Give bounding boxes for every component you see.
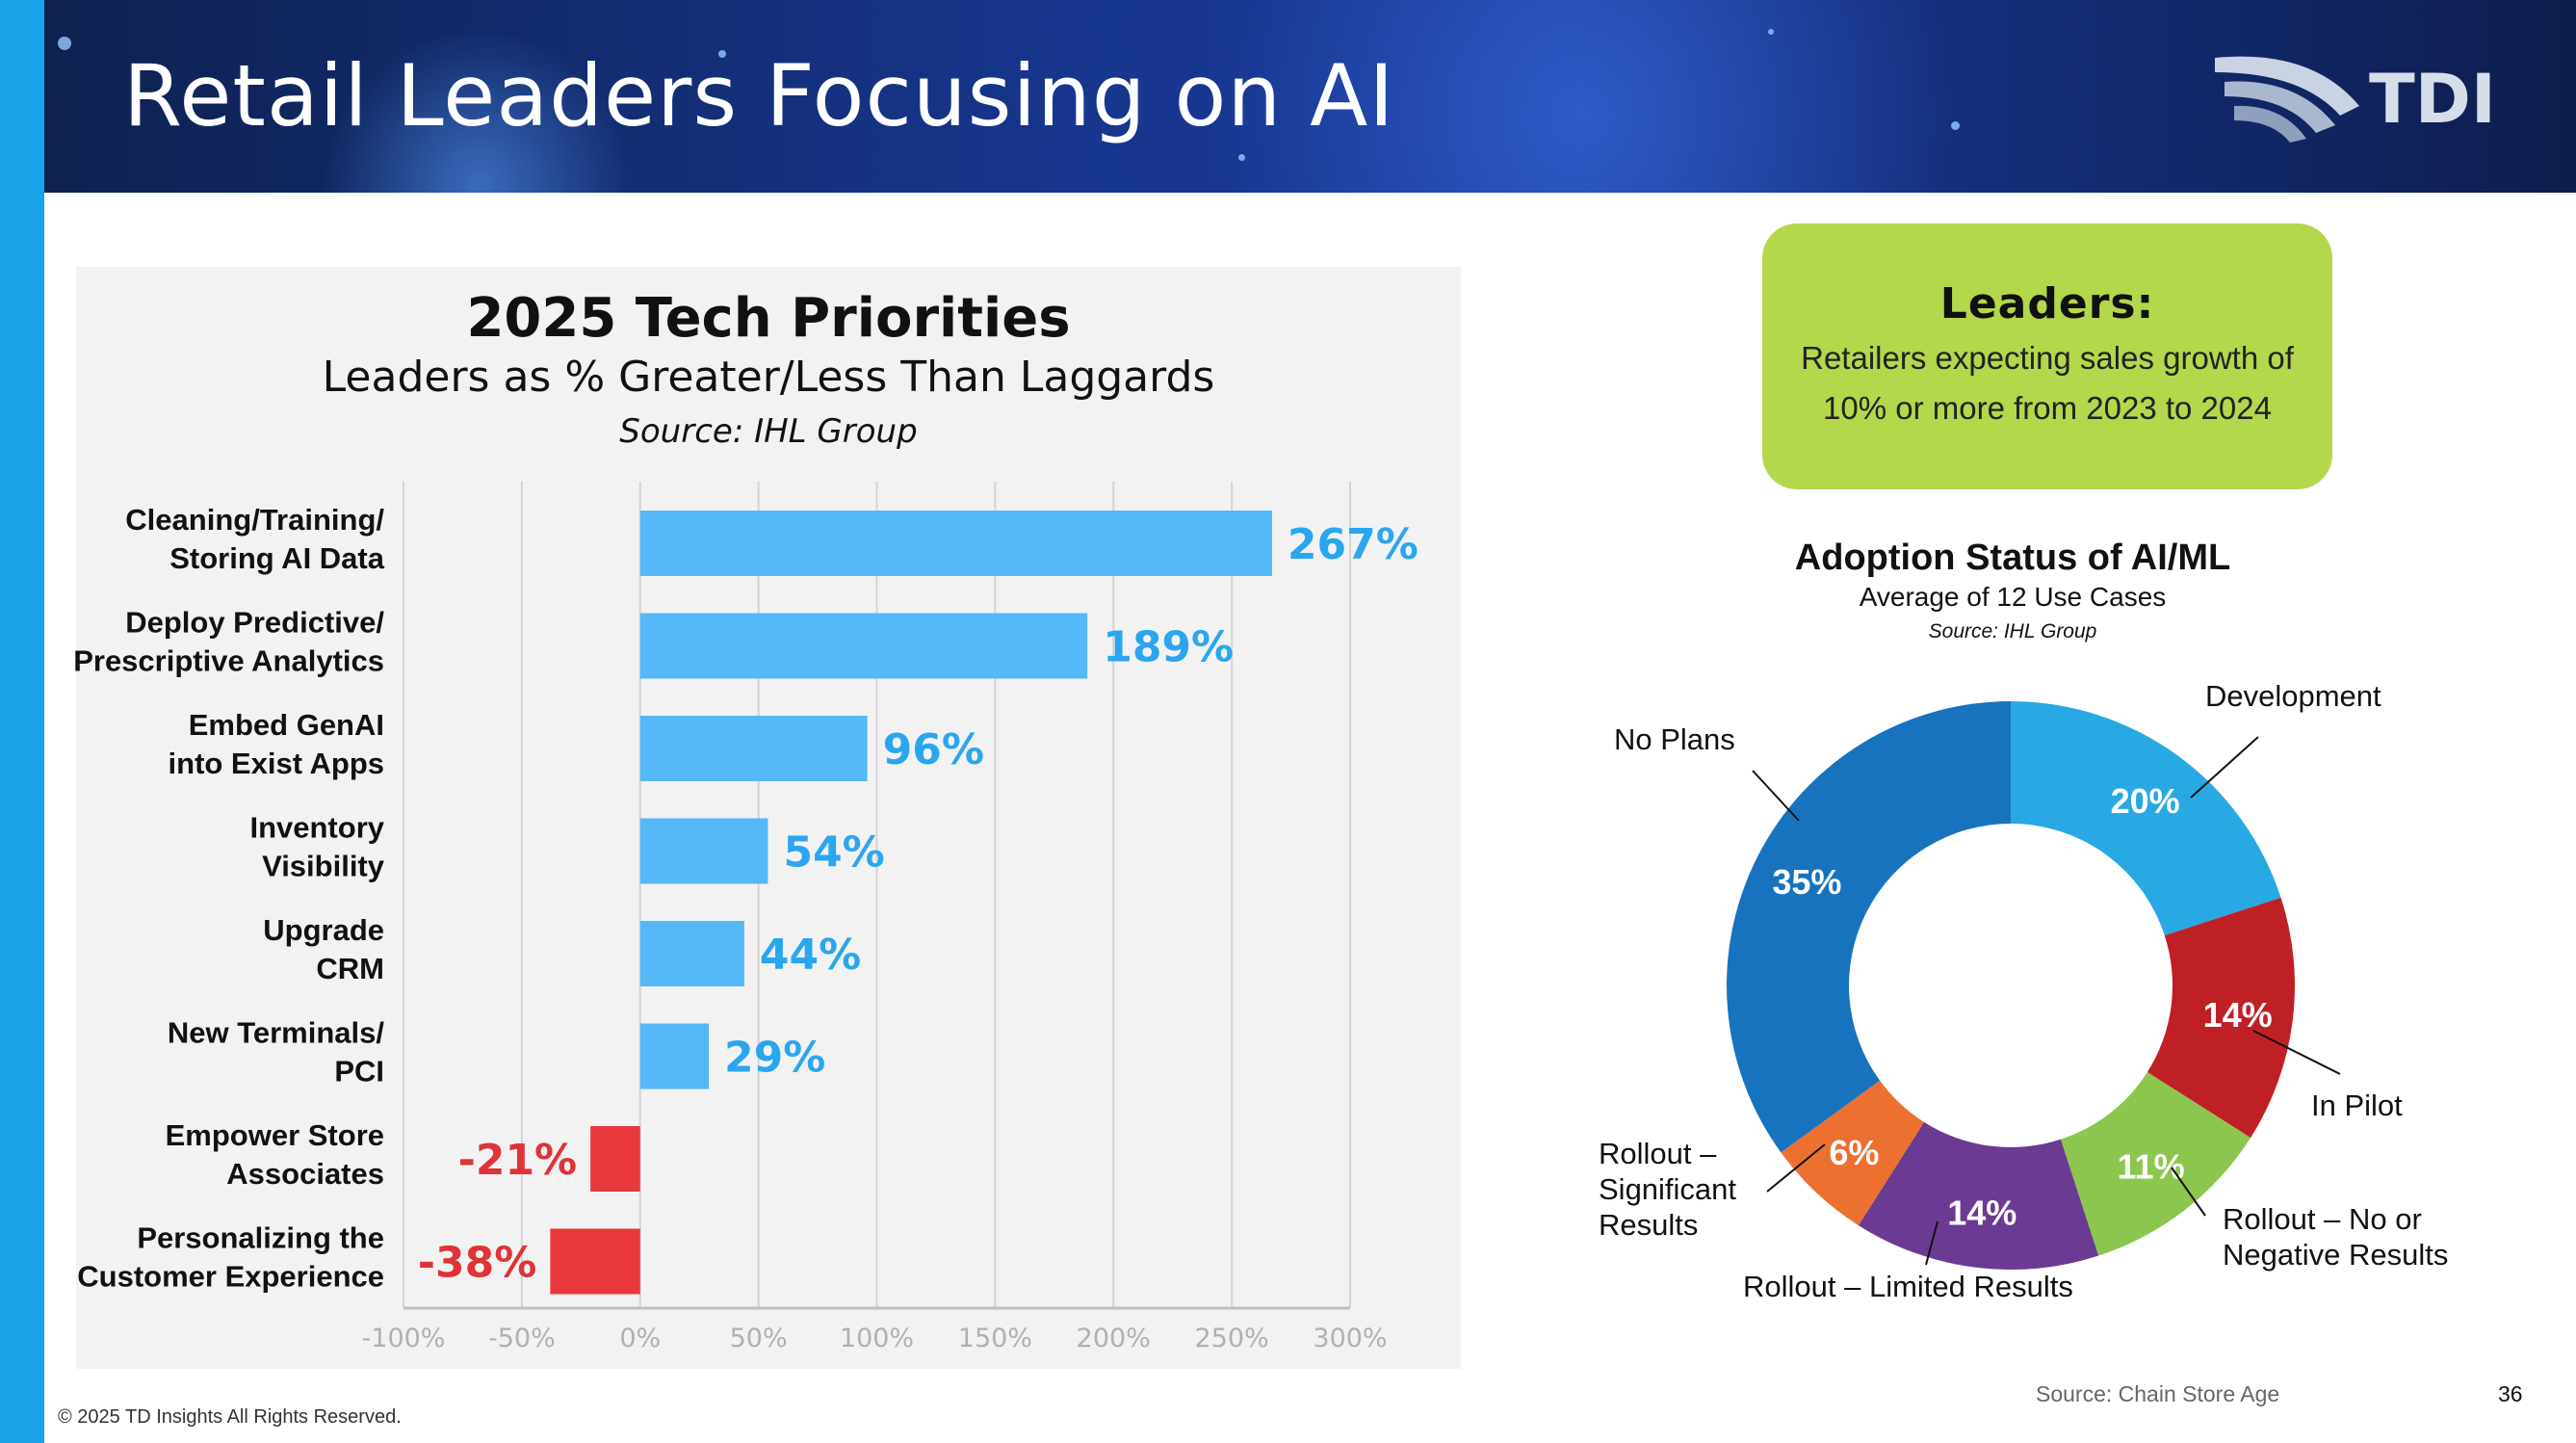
donut-chart-title: Adoption Status of AI/ML: [1794, 538, 2231, 578]
x-tick-label: 200%: [1077, 1324, 1151, 1353]
bar-value-label: 29%: [724, 1034, 825, 1083]
bar-value-label: 267%: [1288, 520, 1418, 569]
category-label: CRM: [316, 952, 384, 985]
leaders-definition-box: [1762, 223, 2332, 489]
callout-line: [1925, 1220, 1939, 1266]
donut-slice: [1858, 1121, 2099, 1270]
donut-slice: [2147, 897, 2295, 1139]
callout-line: [2171, 1167, 2206, 1217]
slice-value-label: 14%: [2203, 995, 2273, 1035]
bar: [639, 613, 1088, 679]
footer-copyright: © 2025 TD Insights All Rights Reserved.: [58, 1406, 402, 1428]
category-label: Customer Experience: [77, 1260, 384, 1294]
category-label: Associates: [226, 1157, 384, 1191]
bar: [639, 511, 1272, 576]
x-tick-label: 300%: [1313, 1324, 1387, 1353]
bar: [639, 818, 768, 884]
category-label: Prescriptive Analytics: [73, 644, 384, 678]
logo-text: TDI: [2369, 60, 2496, 139]
callout-line: [2252, 1030, 2341, 1075]
category-label: Storing AI Data: [169, 541, 385, 575]
category-label: Personalizing the: [137, 1221, 384, 1255]
x-tick-label: 0%: [619, 1324, 661, 1353]
slice-label: No Plans: [1614, 722, 1735, 756]
bar: [590, 1126, 640, 1192]
x-tick-label: -100%: [362, 1324, 446, 1353]
donut-slice: [1727, 701, 2011, 1153]
bar: [639, 921, 744, 986]
left-accent-bar: [0, 0, 44, 1443]
category-label: Inventory: [249, 811, 384, 845]
bar-value-label: 96%: [883, 725, 984, 774]
bar-chart-panel: [76, 267, 1461, 1369]
footer-source: Source: Chain Store Age: [2036, 1381, 2280, 1406]
bar-chart-source: Source: IHL Group: [619, 412, 918, 451]
donut-chart-subtitle: Average of 12 Use Cases: [1859, 582, 2167, 612]
bar-chart-title: 2025 Tech Priorities: [466, 287, 1071, 350]
category-label: PCI: [334, 1055, 384, 1089]
bar: [550, 1228, 640, 1295]
slice-value-label: 35%: [1772, 862, 1841, 902]
donut-chart-source: Source: IHL Group: [1928, 620, 2097, 643]
x-tick-label: 250%: [1195, 1324, 1269, 1353]
slice-value-label: 11%: [2118, 1147, 2185, 1187]
bar-value-label: 189%: [1103, 623, 1234, 672]
x-tick-label: 50%: [730, 1324, 788, 1353]
bar-value-label: -38%: [418, 1239, 537, 1288]
donut-slice: [1781, 1080, 1924, 1226]
bar-chart-subtitle: Leaders as % Greater/Less Than Laggards: [322, 353, 1215, 402]
callout-line: [2190, 736, 2259, 799]
category-label: Visibility: [262, 850, 385, 883]
category-label: Embed GenAI: [189, 708, 384, 742]
slice-label: Development: [2205, 679, 2381, 713]
bar-value-label: 44%: [760, 931, 861, 980]
x-tick-label: 150%: [958, 1324, 1032, 1353]
x-tick-label: 100%: [840, 1324, 914, 1353]
bar: [639, 1023, 710, 1089]
x-tick-label: -50%: [488, 1324, 556, 1353]
leaders-title: Leaders:: [1939, 279, 2155, 328]
category-label: Upgrade: [263, 913, 384, 947]
bar-chart: -100% -50% 0% 50% 100% 150% 200% 250% 300% 267% Cl…: [73, 482, 1418, 1353]
bar-value-label: -21%: [458, 1136, 578, 1185]
slice-value-label: 14%: [1947, 1194, 2017, 1233]
category-label: New Terminals/: [168, 1016, 385, 1050]
slide-header: [44, 0, 2576, 193]
slide-title: Retail Leaders Focusing on AI: [123, 46, 1395, 145]
category-label: Empower Store: [166, 1118, 384, 1152]
slice-label: Rollout – No or Negative Results: [2223, 1202, 2448, 1272]
slice-label: Rollout – Limited Results: [1743, 1270, 2073, 1303]
page-number: 36: [2498, 1381, 2523, 1406]
category-label: Cleaning/Training/: [125, 503, 384, 537]
donut-slice: [2060, 1072, 2251, 1256]
tdi-logo-icon: [2215, 56, 2359, 143]
slice-label: In Pilot: [2311, 1089, 2403, 1122]
slice-value-label: 20%: [2111, 781, 2180, 821]
bar: [639, 716, 868, 781]
category-label: Deploy Predictive/: [125, 606, 384, 640]
leaders-text: Retailers expecting sales growth of 10% …: [1801, 340, 2294, 426]
bar-value-label: 54%: [783, 828, 884, 878]
donut-slice: [2011, 701, 2281, 936]
callout-line: [1766, 1143, 1826, 1193]
callout-line: [1752, 770, 1800, 822]
category-label: into Exist Apps: [169, 747, 384, 780]
slice-value-label: 6%: [1829, 1133, 1879, 1172]
slice-label: Rollout – Significant Results: [1599, 1137, 1745, 1242]
